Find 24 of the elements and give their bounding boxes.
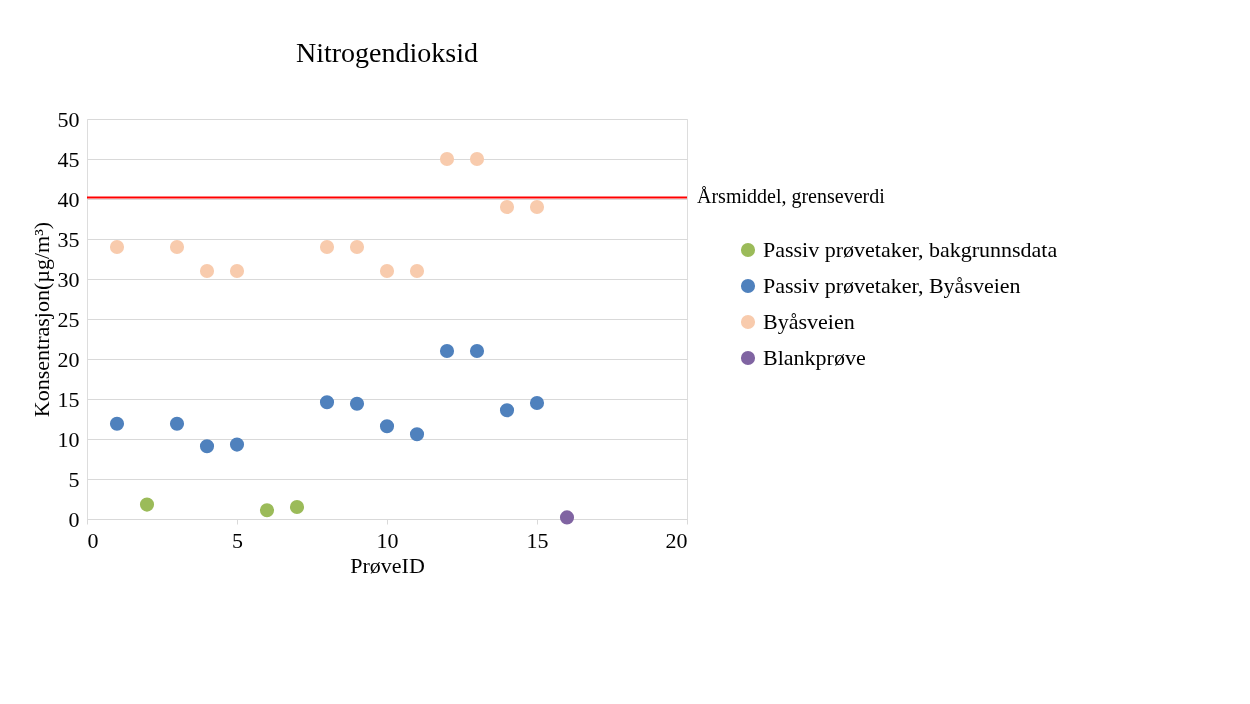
y-tick-label: 10 [57, 426, 80, 452]
y-tick-label: 50 [57, 106, 80, 132]
x-tick-label: 20 [665, 527, 688, 553]
y-tick-label: 40 [57, 186, 80, 212]
y-tick-label: 45 [57, 146, 80, 172]
y-tick-label: 20 [57, 346, 80, 372]
x-tick-label: 0 [87, 527, 99, 553]
y-tick-label: 25 [57, 306, 80, 332]
y-tick-label: 5 [68, 466, 80, 492]
x-tick-label: 15 [526, 527, 549, 553]
y-tick-label: 15 [57, 386, 80, 412]
y-tick-label: 30 [57, 266, 80, 292]
y-tick-label: 35 [57, 226, 80, 252]
legend-label: Blankprøve [763, 345, 866, 370]
chart-title: Nitrogendioksid [296, 37, 478, 68]
legend-label: Passiv prøvetaker, bakgrunnsdata [763, 237, 1058, 262]
x-tick-label: 5 [232, 527, 243, 553]
x-axis-title: PrøveID [350, 552, 425, 578]
legend-label: Byåsveien [763, 309, 855, 334]
y-axis-title: Konsentrasjon(µg/m³) [28, 221, 54, 418]
y-tick-label: 0 [68, 506, 80, 532]
ref-line-label: Årsmiddel, grenseverdi [697, 185, 886, 209]
legend-label: Passiv prøvetaker, Byåsveien [763, 273, 1021, 298]
x-tick-label: 10 [376, 527, 399, 553]
